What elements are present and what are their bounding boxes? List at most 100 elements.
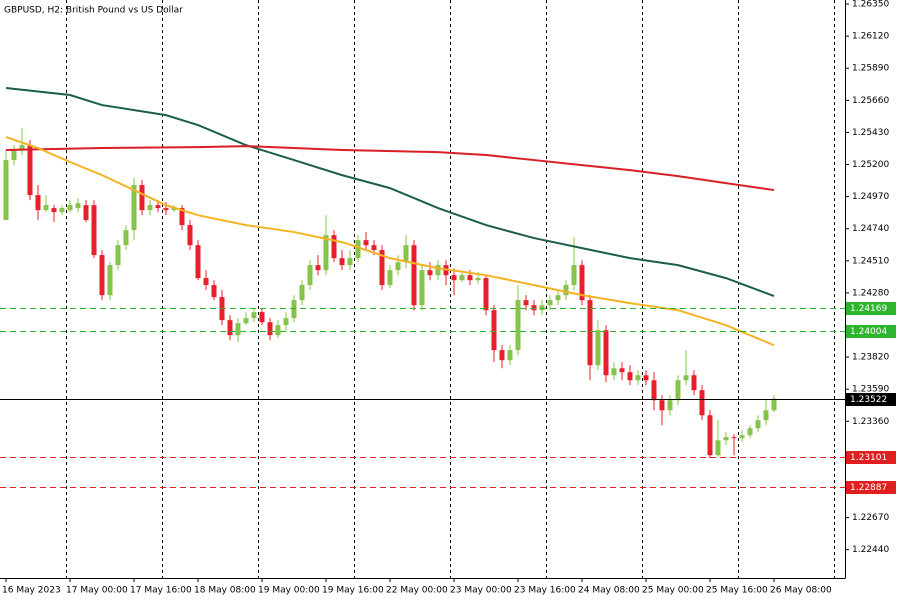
candle-body (755, 420, 761, 429)
candle-body (363, 240, 369, 246)
price-level-label: 1.23522 (850, 395, 887, 405)
price-level-box (846, 451, 896, 464)
chart-title: GBPUSD, H2: British Pound vs US Dollar (4, 6, 183, 16)
candle-body (147, 205, 153, 211)
candle-body (347, 258, 353, 266)
candle-body (555, 295, 561, 301)
x-tick-label: 17 May 00:00 (66, 586, 128, 596)
candle-body (731, 437, 737, 439)
candle-body (51, 208, 57, 213)
candle-body (723, 437, 729, 441)
candle-body (619, 368, 625, 373)
candle-body (763, 410, 769, 421)
candle-body (251, 312, 257, 319)
candle-body (243, 318, 249, 324)
y-tick-label: 1.22440 (852, 545, 889, 555)
candle-body (179, 208, 185, 226)
candle-body (459, 275, 465, 281)
candle-body (627, 372, 633, 381)
candle-body (739, 435, 745, 439)
y-tick-label: 1.24510 (852, 256, 889, 266)
y-tick-label: 1.26120 (852, 32, 889, 42)
candle-body (675, 380, 681, 401)
y-tick-label: 1.23360 (852, 417, 889, 427)
candle-body (563, 285, 569, 296)
candle-body (507, 350, 513, 361)
candle-body (611, 368, 617, 376)
candle-body (291, 300, 297, 319)
candle-body (683, 375, 689, 381)
candle-body (531, 305, 537, 311)
x-tick-label: 23 May 16:00 (514, 586, 576, 596)
x-tick-label: 22 May 00:00 (386, 586, 448, 596)
candle-body (595, 330, 601, 366)
candle-body (427, 270, 433, 276)
candle-body (571, 265, 577, 286)
candle-body (747, 428, 753, 436)
candle-body (75, 203, 81, 209)
candle-body (643, 375, 649, 381)
price-level-label: 1.22887 (850, 483, 887, 493)
moving-average (5, 136, 775, 347)
x-tick-label: 25 May 16:00 (706, 586, 768, 596)
x-tick-label: 18 May 08:00 (194, 586, 256, 596)
candle-body (539, 305, 545, 311)
candle-body (123, 230, 129, 246)
y-tick-label: 1.26350 (852, 0, 889, 10)
candle-body (235, 323, 241, 336)
candle-body (435, 265, 441, 276)
y-tick-label: 1.25200 (852, 160, 889, 170)
candle-body (19, 145, 25, 151)
candle-body (707, 415, 713, 456)
price-level-box (846, 481, 896, 494)
candle-body (411, 245, 417, 306)
candle-body (27, 145, 33, 196)
x-tick-label: 16 May 2023 (2, 586, 61, 596)
candle-body (547, 300, 553, 306)
candle-body (499, 350, 505, 361)
candle-body (131, 185, 137, 231)
candle-body (515, 300, 521, 351)
candle-body (275, 325, 281, 336)
candle-body (523, 300, 529, 306)
candle-body (395, 262, 401, 271)
candle-body (387, 270, 393, 286)
x-tick-label: 19 May 16:00 (322, 586, 384, 596)
candle-body (3, 160, 9, 221)
candle-body (419, 270, 425, 306)
price-level-label: 1.24004 (850, 327, 887, 337)
candle-body (379, 250, 385, 286)
moving-average (5, 145, 775, 192)
candle-body (323, 235, 329, 271)
price-level-box (846, 325, 896, 338)
candle-body (771, 398, 777, 411)
candle-body (355, 240, 361, 259)
candle-body (315, 265, 321, 271)
y-tick-label: 1.22670 (852, 513, 889, 523)
candle-body (403, 245, 409, 263)
candle-body (211, 285, 217, 298)
candle-body (307, 265, 313, 286)
candle-body (259, 312, 265, 323)
y-tick-label: 1.24740 (852, 224, 889, 234)
candle-body (139, 185, 145, 211)
candle-body (579, 265, 585, 301)
candle-body (339, 258, 345, 266)
candle-body (171, 208, 177, 211)
candle-body (691, 375, 697, 391)
candle-body (67, 205, 73, 211)
y-tick-label: 1.23590 (852, 385, 889, 395)
day-separators (66, 0, 835, 578)
candle-body (203, 278, 209, 286)
candle-body (187, 225, 193, 246)
y-tick-label: 1.25430 (852, 128, 889, 138)
candle-body (603, 330, 609, 376)
x-tick-label: 25 May 00:00 (642, 586, 704, 596)
y-tick-label: 1.25660 (852, 96, 889, 106)
price-level-label: 1.23101 (850, 453, 887, 463)
y-tick-label: 1.23820 (852, 353, 889, 363)
candle-body (715, 440, 721, 456)
x-tick-label: 19 May 00:00 (258, 586, 320, 596)
candle-body (267, 322, 273, 336)
